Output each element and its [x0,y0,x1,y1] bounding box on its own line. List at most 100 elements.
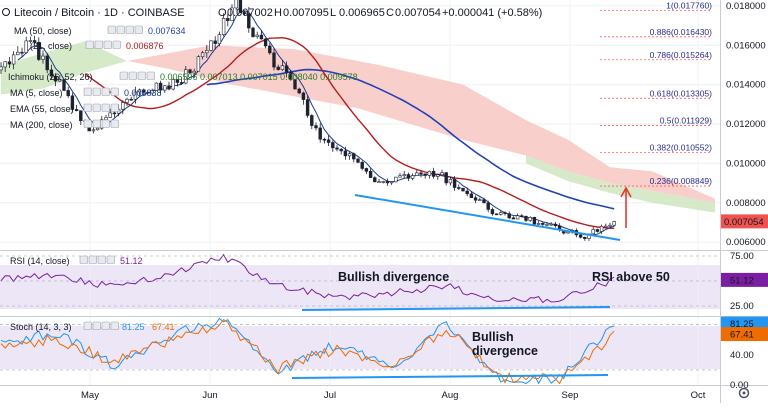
indicator-button-4-0[interactable] [83,103,92,112]
candle-body-62[interactable] [259,34,264,40]
candle-body-142[interactable] [595,229,600,232]
candle-body-98[interactable] [410,175,415,179]
rsi-legend-buttons[interactable] [79,255,115,264]
indicator-button-3-0[interactable] [83,87,92,96]
candle-body-70[interactable] [293,79,297,90]
candle-body-36[interactable] [150,90,154,94]
candle-body-3[interactable] [11,54,16,65]
fibonacci-levels[interactable]: 1(0.017760) 0.886(0.016430) 0.786(0.015264… [600,1,712,187]
price-support-trendline[interactable] [354,194,621,241]
candle-body-61[interactable] [255,34,259,37]
candle-body-85[interactable] [356,158,360,163]
candle-body-48[interactable] [200,52,205,58]
candle-body-146[interactable] [612,221,616,226]
candle-body-81[interactable] [339,148,343,152]
candle-body-132[interactable] [553,223,558,227]
indicator-button-0-1[interactable] [116,25,125,34]
candle-body-53[interactable] [221,18,226,35]
candle-body-13[interactable] [53,75,58,82]
candle-body-30[interactable] [125,98,129,103]
candle-body-107[interactable] [448,179,453,184]
candle-body-141[interactable] [591,229,595,235]
stochBtns-1[interactable] [92,321,101,330]
candle-body-41[interactable] [171,79,175,90]
candle-body-109[interactable] [457,187,461,189]
indicator-button-1-2[interactable] [103,40,112,49]
candle-body-33[interactable] [137,89,142,93]
candle-body-18[interactable] [74,109,79,111]
candle-body-139[interactable] [583,236,587,239]
candle-body-11[interactable] [45,55,49,71]
candle-body-119[interactable] [499,212,503,215]
indicator-button-1-3[interactable] [112,40,121,49]
candle-body-68[interactable] [284,65,289,73]
candle-body-32[interactable] [133,91,138,100]
candle-body-94[interactable] [394,176,398,183]
candle-body-101[interactable] [423,173,427,176]
candle-body-6[interactable] [24,40,28,53]
candle-body-126[interactable] [528,217,532,221]
stoch-series[interactable] [0,317,720,385]
candle-body-103[interactable] [431,170,436,177]
candle-body-128[interactable] [536,223,541,225]
stoch-d-line[interactable] [0,318,615,385]
ma-5-line[interactable] [17,10,615,236]
rsi-series[interactable] [0,253,720,307]
rsiBtns-2[interactable] [97,255,106,264]
candle-body-34[interactable] [142,89,146,93]
indicator-button-4-3[interactable] [110,103,119,112]
candle-body-8[interactable] [32,40,37,43]
rsiBtns-1[interactable] [88,255,97,264]
candle-body-2[interactable] [7,61,12,65]
candle-body-138[interactable] [578,234,583,238]
indicator-button-2-2[interactable] [137,71,146,80]
indicator-button-3-1[interactable] [92,87,101,96]
candle-body-60[interactable] [251,27,255,37]
stochBtns-3[interactable] [110,321,119,330]
candle-body-4[interactable] [16,51,20,56]
candle-body-16[interactable] [66,90,70,97]
indicator-button-4-1[interactable] [92,103,101,112]
candle-body-88[interactable] [368,171,373,178]
candle-body-130[interactable] [545,223,549,226]
candle-body-66[interactable] [276,66,280,70]
ma-21-line[interactable] [84,36,615,229]
candle-body-38[interactable] [158,82,163,91]
candle-body-42[interactable] [175,79,180,83]
rsi-line[interactable] [0,253,615,304]
indicator-button-1-0[interactable] [85,40,94,49]
candle-body-37[interactable] [154,82,159,91]
indicator-button-3-3[interactable] [110,87,119,96]
candle-body-58[interactable] [242,12,247,15]
candle-body-91[interactable] [381,181,385,183]
candle-body-55[interactable] [230,7,234,21]
candle-body-118[interactable] [494,213,499,216]
indicator-button-4-2[interactable] [101,103,110,112]
candle-body-102[interactable] [427,170,432,176]
indicator-button-2-0[interactable] [119,71,128,80]
candle-body-56[interactable] [234,0,238,9]
candle-body-131[interactable] [549,223,553,226]
candle-body-121[interactable] [507,213,511,219]
candle-body-106[interactable] [444,172,448,184]
candle-body-127[interactable] [532,217,537,225]
candle-body-79[interactable] [331,142,335,149]
candle-body-5[interactable] [20,51,24,54]
candle-body-52[interactable] [217,34,222,44]
candle-body-87[interactable] [364,168,369,172]
candle-body-44[interactable] [184,69,188,84]
candle-body-104[interactable] [436,174,440,177]
candle-body-86[interactable] [360,162,364,169]
candle-body-117[interactable] [490,209,495,215]
candle-body-97[interactable] [406,174,411,179]
candle-body-83[interactable] [347,153,352,157]
candle-body-105[interactable] [440,172,444,176]
candle-body-93[interactable] [389,181,394,184]
candle-body-80[interactable] [335,147,339,150]
candle-body-110[interactable] [461,187,465,192]
candle-body-122[interactable] [511,217,516,220]
candle-body-26[interactable] [108,112,112,118]
rsi-divergence-trendline[interactable] [301,306,611,311]
stoch-k-line[interactable] [0,317,615,385]
